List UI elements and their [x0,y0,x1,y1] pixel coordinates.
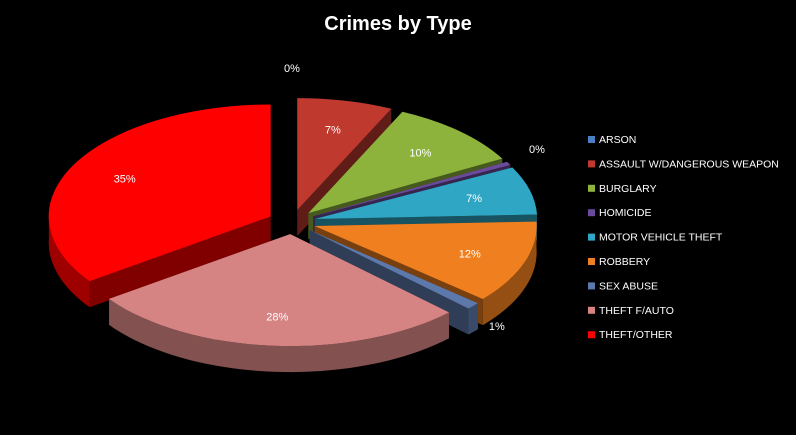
legend-swatch [588,233,595,241]
legend-label: BURGLARY [599,183,657,195]
legend: ARSON ASSAULT W/DANGEROUS WEAPON BURGLARY H… [588,134,779,341]
legend-label: MOTOR VEHICLE THEFT [599,232,723,244]
legend-item-theft-f-auto: THEFT F/AUTO [588,305,674,317]
data-label-burglary: 10% [409,148,431,160]
pie-slices [48,98,538,373]
legend-swatch [588,282,595,290]
data-label-theft-other: 35% [114,173,136,185]
data-label-sex-abuse: 1% [489,321,505,333]
legend-item-assault-w-dangerous-weapon: ASSAULT W/DANGEROUS WEAPON [588,158,779,170]
data-label-robbery: 12% [459,248,481,260]
legend-label: HOMICIDE [599,207,652,219]
data-labels: 0% 7% 10% 0% 7% 12% 1% 28% 35% [114,63,545,333]
legend-swatch [588,160,595,168]
legend-item-burglary: BURGLARY [588,183,657,195]
legend-label: THEFT/OTHER [599,329,673,341]
legend-swatch [588,258,595,265]
legend-item-homicide: HOMICIDE [588,207,652,219]
chart-title: Crimes by Type [324,13,471,35]
data-label-homicide: 0% [529,144,545,156]
legend-label: ASSAULT W/DANGEROUS WEAPON [599,158,779,170]
pie-slice-theft-f-auto [109,234,449,373]
legend-swatch [588,136,595,143]
legend-item-arson: ARSON [588,134,636,146]
data-label-arson: 0% [284,63,300,75]
legend-swatch [588,306,595,314]
data-label-motor-vehicle-theft: 7% [466,193,482,205]
data-label-theft-f-auto: 28% [266,312,288,324]
legend-swatch [588,331,595,339]
legend-item-theft-other: THEFT/OTHER [588,329,673,341]
legend-item-motor-vehicle-theft: MOTOR VEHICLE THEFT [588,232,723,244]
legend-item-robbery: ROBBERY [588,256,650,268]
legend-swatch [588,184,595,192]
legend-label: SEX ABUSE [599,280,658,292]
legend-label: ROBBERY [599,256,650,268]
pie-slice-theft-other [48,104,271,308]
data-label-assault-w-dangerous-weapon: 7% [325,124,341,136]
legend-swatch [588,209,595,217]
legend-label: ARSON [599,134,636,146]
legend-label: THEFT F/AUTO [599,305,674,317]
legend-item-sex-abuse: SEX ABUSE [588,280,658,292]
